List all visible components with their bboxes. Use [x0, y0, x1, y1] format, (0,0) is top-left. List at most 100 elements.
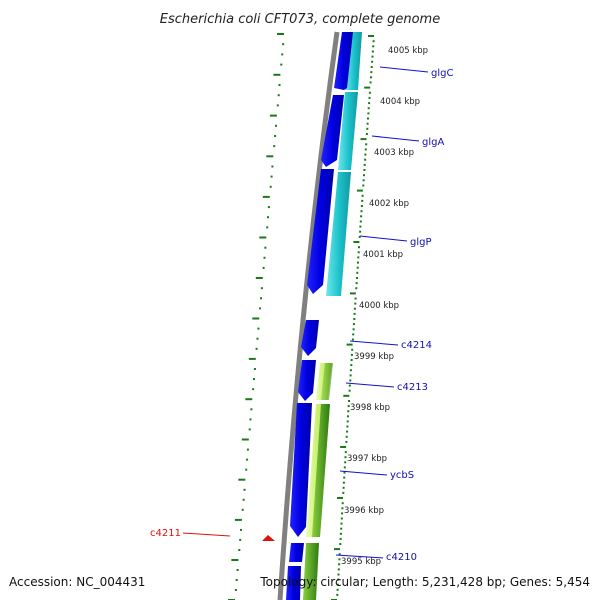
minor-tick	[352, 333, 355, 336]
gene-arrow-glgC	[334, 32, 353, 90]
minor-tick	[354, 297, 357, 300]
minor-tick	[370, 76, 372, 79]
minor-tick	[338, 563, 341, 566]
gene-block-glgP-cyan	[326, 172, 351, 296]
inner-tick-ring	[331, 35, 375, 600]
minor-tick	[359, 220, 362, 223]
gene-arrow-ycbS	[290, 403, 312, 537]
minor-tick	[363, 169, 366, 171]
gene-label-c4210[interactable]: c4210	[386, 552, 417, 563]
minor-tick	[343, 466, 346, 469]
minor-tick	[342, 481, 345, 484]
minor-tick	[350, 364, 353, 367]
gene-label-glgP[interactable]: glgP	[410, 237, 432, 248]
minor-tick	[356, 277, 358, 279]
gene-arrow-c4214	[301, 320, 319, 356]
gene-label-c4213[interactable]: c4213	[397, 382, 428, 393]
major-tick	[337, 497, 343, 499]
gene-label-c4214[interactable]: c4214	[401, 340, 432, 351]
minor-tick	[367, 112, 370, 115]
minor-tick	[363, 174, 365, 177]
minor-tick	[343, 476, 346, 479]
minor-tick	[263, 256, 266, 259]
minor-tick	[339, 532, 342, 535]
major-tick	[269, 114, 277, 117]
minor-tick	[255, 347, 258, 350]
minor-tick	[360, 215, 363, 218]
gene-label-c4211[interactable]: c4211	[150, 528, 181, 539]
minor-tick	[243, 488, 246, 491]
minor-tick	[359, 230, 362, 233]
leader-line-c4211	[182, 532, 231, 537]
major-tick	[346, 343, 353, 346]
minor-tick	[234, 589, 237, 591]
minor-tick	[367, 117, 369, 120]
minor-tick	[341, 502, 344, 505]
leader-line-ycbS	[339, 470, 388, 476]
minor-tick	[354, 302, 357, 305]
minor-tick	[345, 440, 348, 443]
gene-label-ycbS[interactable]: ycbS	[390, 470, 414, 481]
minor-tick	[262, 266, 265, 269]
minor-tick	[257, 327, 260, 330]
minor-tick	[365, 143, 368, 146]
major-tick	[262, 195, 270, 198]
gene-label-glgC[interactable]: glgC	[431, 68, 453, 79]
minor-tick	[336, 588, 339, 591]
major-tick	[360, 138, 367, 141]
minor-tick	[246, 458, 249, 461]
minor-tick	[352, 328, 355, 331]
minor-tick	[239, 538, 242, 541]
leader-line-glgC	[379, 66, 429, 73]
minor-tick	[267, 206, 270, 209]
minor-tick	[351, 348, 354, 351]
minor-tick	[339, 543, 342, 545]
minor-tick	[248, 428, 251, 431]
minor-tick	[337, 578, 340, 581]
minor-tick	[346, 430, 349, 433]
leader-line-c4213	[345, 382, 395, 388]
minor-tick	[249, 418, 252, 421]
minor-tick	[340, 522, 343, 525]
minor-tick	[348, 384, 351, 387]
minor-tick	[348, 389, 351, 392]
minor-tick	[343, 471, 346, 474]
minor-tick	[350, 359, 353, 361]
minor-tick	[370, 71, 373, 74]
strand-blue-genes	[286, 32, 353, 600]
minor-tick	[339, 537, 342, 540]
leader-line-c4214	[349, 340, 399, 346]
minor-tick	[371, 60, 374, 63]
kbp-label: 4005 kbp	[388, 46, 428, 56]
strand-green-genes	[303, 363, 333, 600]
minor-tick	[358, 235, 361, 238]
minor-tick	[341, 507, 344, 510]
minor-tick	[357, 256, 360, 259]
minor-tick	[341, 512, 344, 515]
minor-tick	[366, 122, 369, 125]
minor-tick	[351, 338, 354, 341]
minor-tick	[282, 43, 285, 46]
minor-tick	[267, 216, 269, 219]
minor-tick	[364, 158, 367, 161]
minor-tick	[253, 368, 256, 370]
kbp-scale-labels: 4005 kbp 4004 kbp 4003 kbp 4002 kbp 4001…	[341, 46, 428, 567]
minor-tick	[365, 133, 368, 135]
minor-tick	[278, 84, 281, 86]
minor-tick	[357, 251, 360, 254]
gene-label-glgA[interactable]: glgA	[422, 137, 444, 148]
map-title: Escherichia coli CFT073, complete genome	[160, 12, 440, 27]
minor-tick	[347, 405, 350, 408]
kbp-label: 3996 kbp	[344, 506, 384, 516]
minor-tick	[347, 410, 350, 413]
gene-marker-c4211	[262, 535, 275, 541]
major-tick	[353, 241, 360, 243]
major-tick	[231, 559, 239, 561]
minor-tick	[260, 297, 262, 300]
major-tick	[343, 394, 350, 397]
outer-tick-ring	[228, 33, 285, 600]
minor-tick	[349, 379, 352, 382]
minor-tick	[346, 425, 349, 428]
minor-tick	[253, 378, 255, 381]
